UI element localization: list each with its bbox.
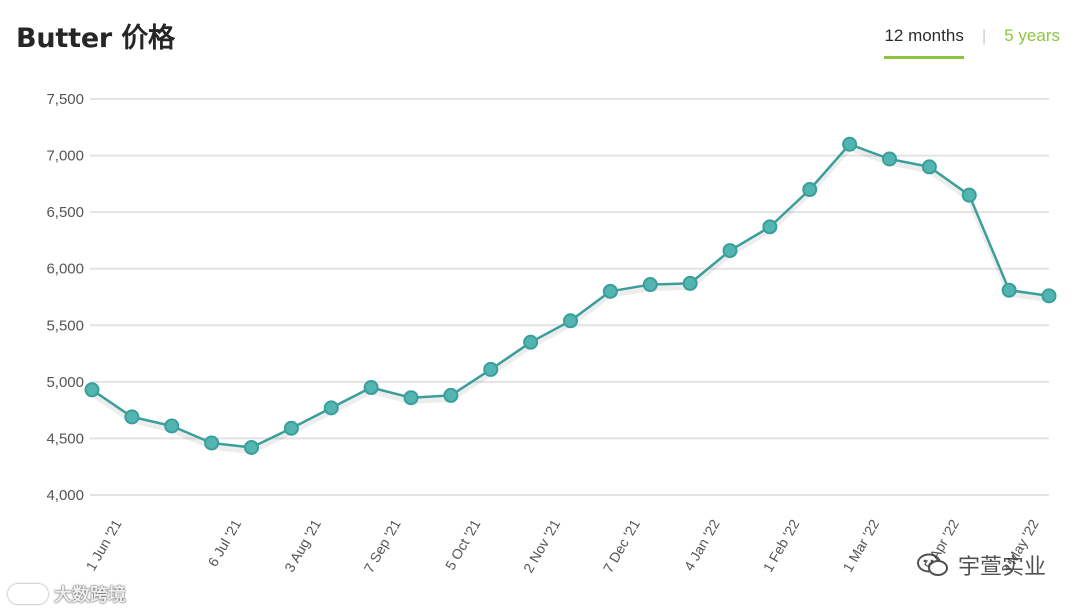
x-tick-label: 6 Jul '21: [205, 516, 245, 569]
x-tick-label: 5 Oct '21: [442, 516, 484, 572]
data-point: [1041, 288, 1057, 304]
data-point: [762, 219, 778, 235]
data-point: [124, 409, 140, 425]
data-points: [84, 136, 1057, 455]
x-tick-label: 3 Aug '21: [281, 516, 324, 574]
x-tick-label: 4 Jan '22: [681, 516, 723, 573]
data-point: [802, 182, 818, 198]
data-point: [323, 400, 339, 416]
x-tick-label: 2 Nov '21: [520, 516, 563, 575]
y-tick-label: 5,000: [46, 374, 84, 391]
data-point: [563, 313, 578, 329]
data-point: [523, 334, 539, 350]
y-tick-label: 6,000: [46, 261, 84, 278]
x-axis-ticks: 1 Jun '21 6 Jul '21 3 Aug '21 7 Sep '21 5 Oc…: [83, 516, 1042, 576]
data-point: [483, 361, 499, 377]
watermark-left: 大数跨境: [8, 581, 126, 607]
range-tabs: 12 months | 5 years: [884, 26, 1060, 59]
data-point: [1001, 282, 1017, 298]
data-point: [283, 420, 299, 436]
page-title: Butter 价格: [16, 23, 175, 54]
watermark-right-text: 宇萱实业: [957, 555, 1046, 580]
tab-separator: |: [981, 26, 987, 45]
x-tick-label: 1 Mar '22: [839, 516, 882, 574]
data-point: [363, 380, 379, 396]
x-tick-label: 1 Feb '22: [760, 516, 803, 574]
data-point: [842, 136, 858, 152]
watermark-right: 宇萱实业: [916, 549, 1046, 581]
y-axis-ticks: 4,000 4,500 5,000 5,500 6,000 6,500 7,000 7,500: [46, 91, 84, 504]
series-line: [90, 143, 1050, 455]
y-tick-label: 5,500: [46, 317, 84, 334]
x-tick-label: 1 Jun '21: [83, 516, 125, 573]
data-point: [682, 275, 698, 291]
gridlines: [90, 98, 1049, 496]
data-point: [204, 435, 220, 451]
data-point: [642, 277, 658, 293]
data-point: [961, 187, 977, 203]
x-tick-label: 7 Dec '21: [600, 516, 643, 575]
data-point: [403, 390, 419, 406]
data-point: [602, 283, 618, 299]
data-point: [164, 418, 180, 434]
data-point: [921, 159, 937, 175]
watermark-left-text: 大数跨境: [54, 585, 126, 606]
data-point: [722, 243, 738, 259]
data-point: [882, 151, 897, 167]
series-line-shadow: [90, 145, 1050, 455]
y-tick-label: 4,500: [46, 430, 84, 447]
tab-5-years[interactable]: 5 years: [1004, 26, 1060, 45]
tab-12-months[interactable]: 12 months: [884, 26, 964, 59]
data-point: [443, 387, 459, 403]
series-line-path: [91, 143, 1050, 449]
y-tick-label: 7,000: [46, 148, 84, 165]
y-tick-label: 6,500: [46, 204, 84, 221]
x-tick-label: 7 Sep '21: [360, 516, 403, 575]
y-tick-label: 7,500: [46, 91, 84, 108]
y-tick-label: 4,000: [46, 487, 84, 504]
watermark-logo-icon: [8, 584, 48, 604]
data-point: [244, 439, 259, 455]
wechat-icon: [916, 553, 948, 576]
data-point: [84, 382, 100, 398]
